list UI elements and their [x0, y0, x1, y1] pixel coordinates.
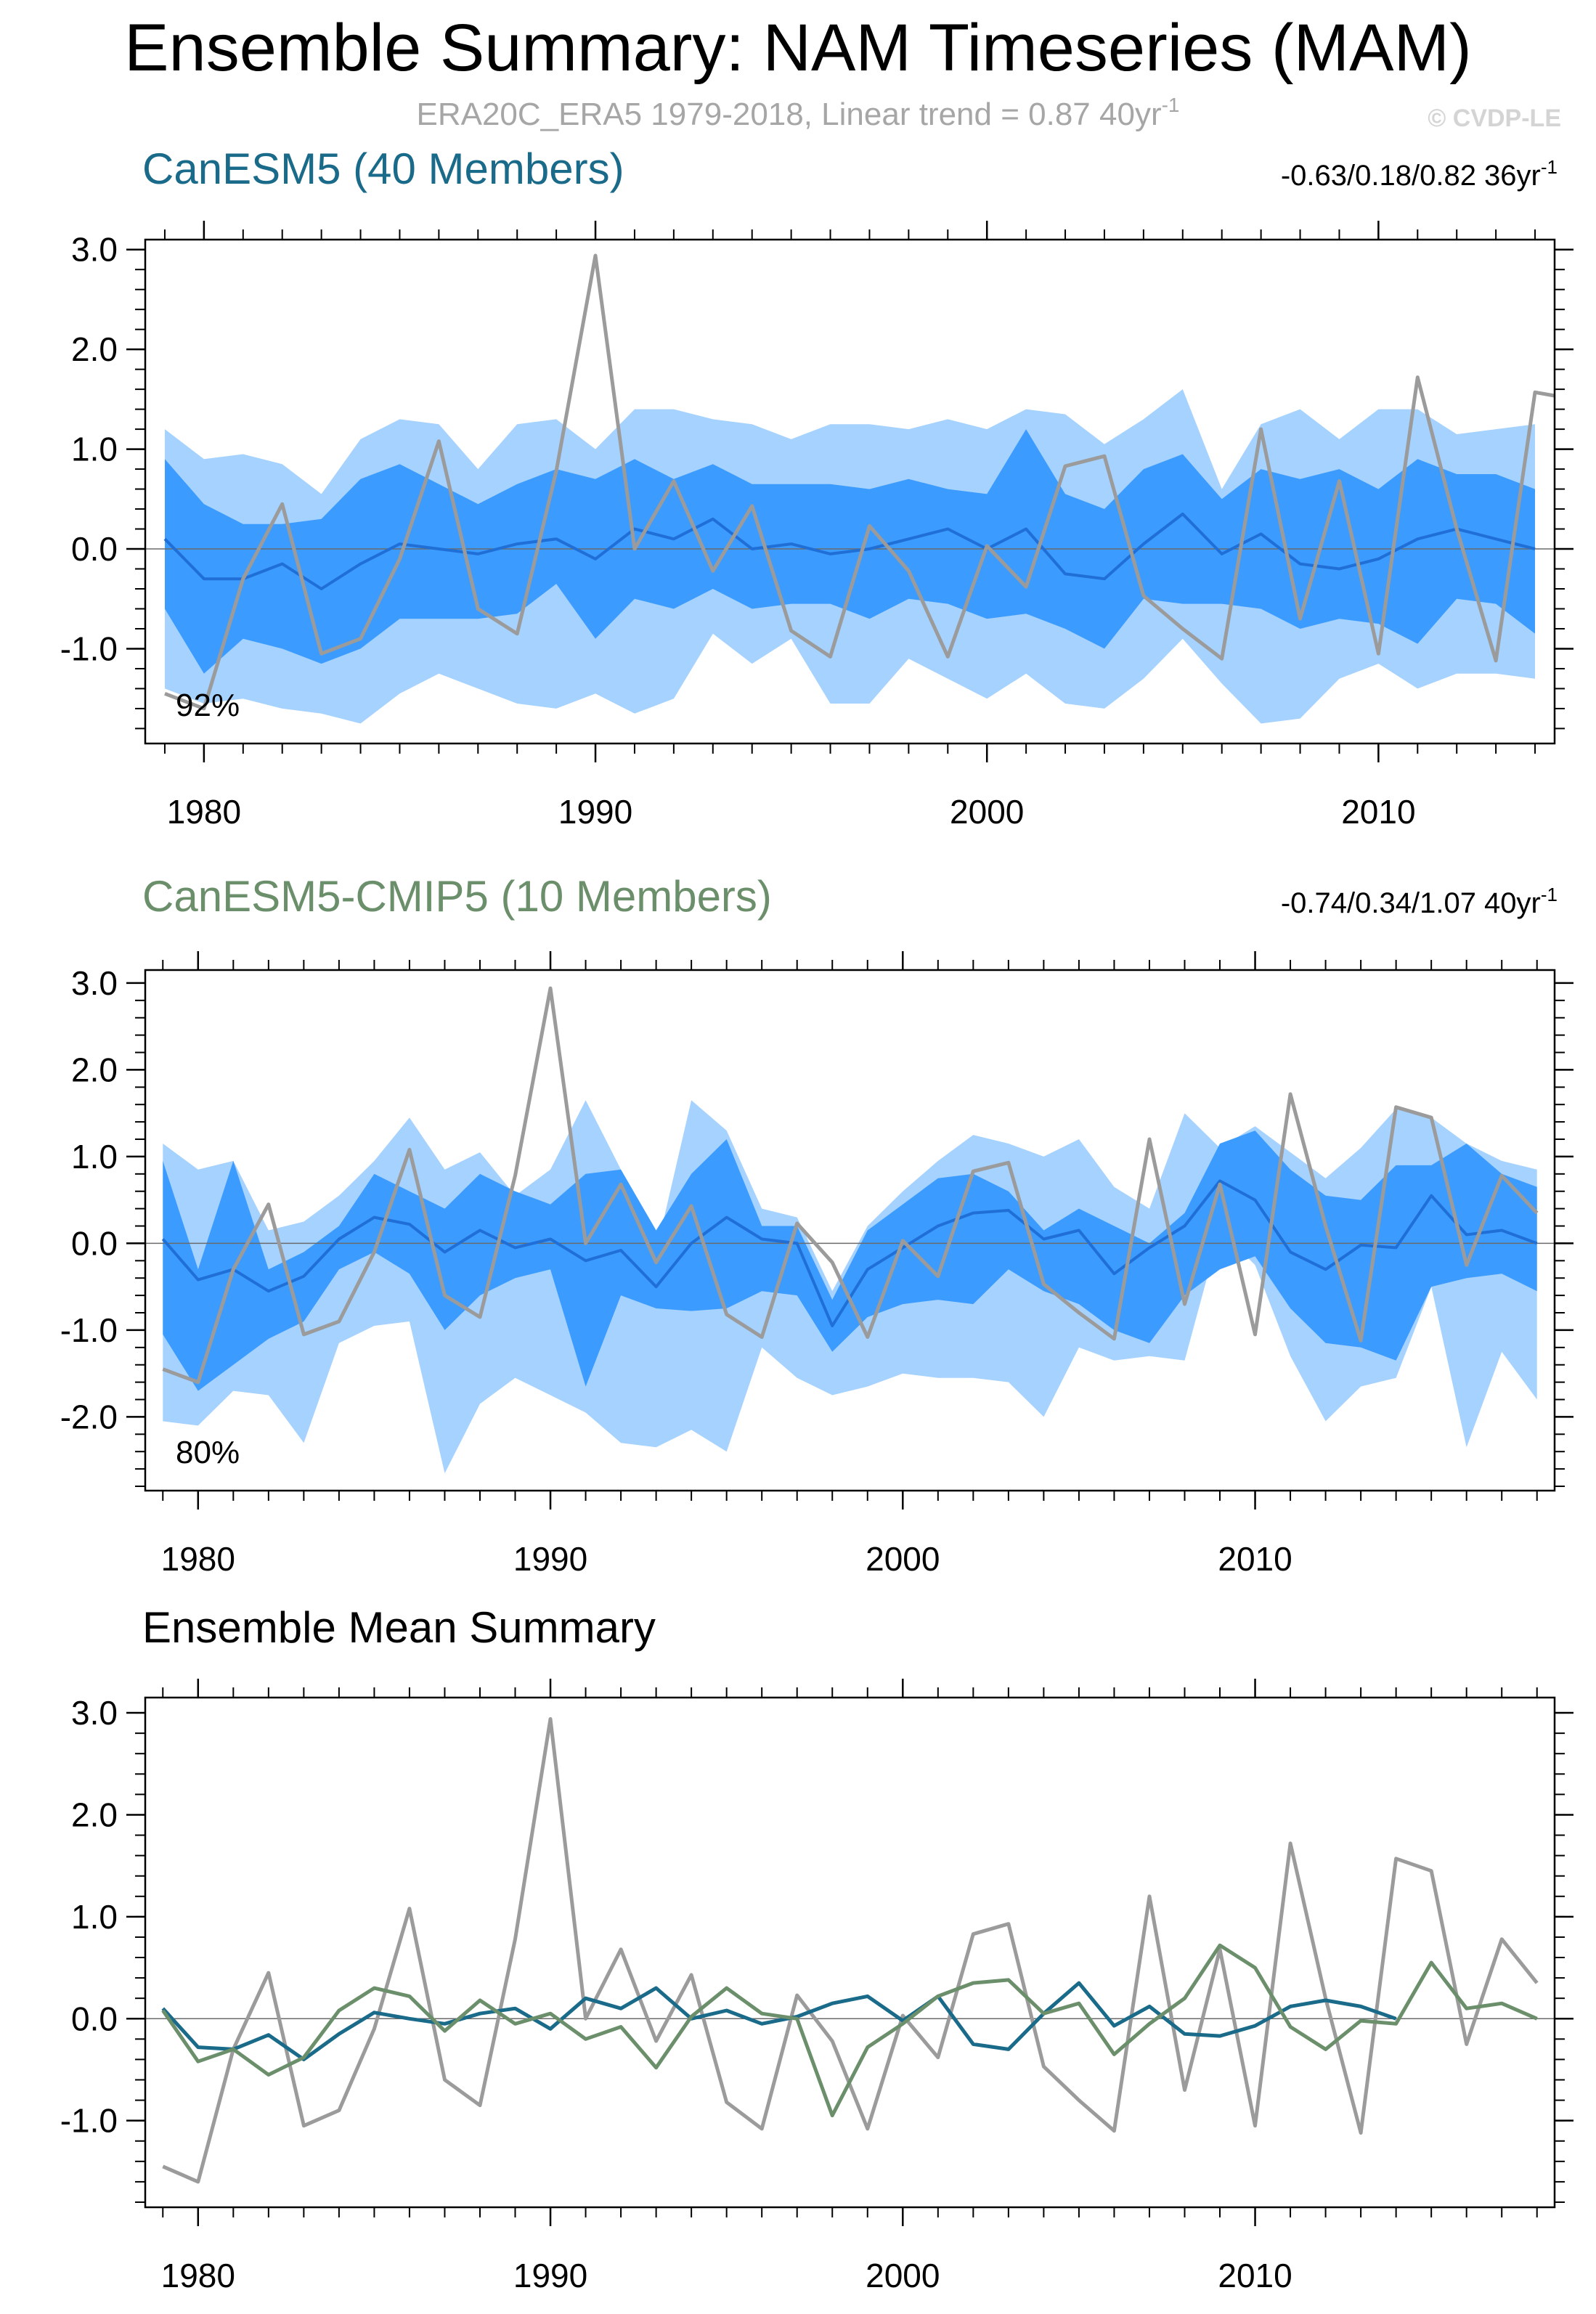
plot-area: [145, 986, 1555, 1474]
subtitle-text: ERA20C_ERA5 1979-2018, Linear trend = 0.…: [416, 97, 1161, 132]
y-tick-label: 3.0: [71, 231, 118, 269]
ensemble-mean-line: [163, 512, 1536, 590]
plot-frame: [144, 1696, 1556, 2209]
chart-panel-1: CanESM5 (40 Members) -0.63/0.18/0.82 36yr…: [60, 144, 1573, 831]
plot-frame: [144, 969, 1556, 1492]
y-tick-label: 3.0: [71, 964, 118, 1002]
panel-title: CanESM5 (40 Members): [142, 144, 624, 193]
panel-title: Ensemble Mean Summary: [142, 1603, 656, 1652]
plot-frame: [144, 238, 1556, 745]
x-tick-label: 1980: [161, 2257, 235, 2294]
x-tick-label: 1990: [558, 793, 632, 831]
figure-title: Ensemble Summary: NAM Timeseries (MAM): [124, 11, 1472, 85]
x-tick-label: 1980: [167, 793, 241, 831]
plot-area: [145, 253, 1555, 724]
y-tick-label: 2.0: [71, 1796, 118, 1833]
plot-area: [145, 1717, 1555, 2184]
x-tick-label: 2000: [866, 1540, 940, 1578]
observations-line: [164, 253, 1555, 711]
y-tick-label: 1.0: [71, 431, 118, 468]
trend-label-superscript: -1: [1541, 156, 1558, 178]
y-tick-label: 3.0: [71, 1694, 118, 1732]
x-tick-label: 2010: [1218, 2257, 1292, 2294]
trend-label-text: -0.63/0.18/0.82 36yr: [1281, 160, 1541, 192]
x-tick-label: 1990: [513, 1540, 587, 1578]
panel-title: CanESM5-CMIP5 (10 Members): [142, 872, 772, 921]
trend-label-superscript: -1: [1541, 884, 1558, 905]
x-tick-label: 2000: [866, 2257, 940, 2294]
subtitle-superscript: -1: [1162, 94, 1180, 116]
chart-panel-2: CanESM5-CMIP5 (10 Members) -0.74/0.34/1.0…: [60, 872, 1573, 1578]
x-tick-label: 1990: [513, 2257, 587, 2294]
y-tick-label: -1.0: [60, 2102, 118, 2140]
series-line-canesm5-cmip5: [161, 1943, 1538, 2118]
x-tick-label: 1980: [161, 1540, 235, 1578]
y-tick-label: 0.0: [71, 1224, 118, 1262]
y-tick-label: 0.0: [71, 2000, 118, 2037]
trend-label-text: -0.74/0.34/1.07 40yr: [1281, 887, 1541, 919]
x-tick-label: 2010: [1218, 1540, 1292, 1578]
trend-label: -0.74/0.34/1.07 40yr-1: [1281, 884, 1558, 919]
percent-label: 80%: [176, 1435, 240, 1470]
trend-label: -0.63/0.18/0.82 36yr-1: [1281, 156, 1558, 192]
figure-subtitle: ERA20C_ERA5 1979-2018, Linear trend = 0.…: [416, 94, 1179, 132]
y-tick-label: -1.0: [60, 1311, 118, 1349]
panels-container: CanESM5 (40 Members) -0.63/0.18/0.82 36yr…: [60, 144, 1573, 2294]
y-tick-label: 1.0: [71, 1138, 118, 1176]
chart-panel-3: Ensemble Mean Summary 3.0 2.0 1.0 0.0 -1.0 198…: [60, 1603, 1573, 2294]
credit-watermark: © CVDP-LE: [1428, 105, 1561, 132]
series-line-era20c-era5: [162, 1717, 1539, 2184]
y-tick-label: -1.0: [60, 630, 118, 667]
y-tick-label: 2.0: [71, 330, 118, 368]
x-tick-label: 2000: [950, 793, 1024, 831]
x-tick-label: 2010: [1341, 793, 1415, 831]
y-tick-label: 2.0: [71, 1051, 118, 1088]
y-tick-label: -2.0: [60, 1398, 118, 1435]
y-tick-label: 0.0: [71, 530, 118, 568]
series-line-canesm5: [161, 1981, 1397, 2061]
y-tick-label: 1.0: [71, 1898, 118, 1936]
percent-label: 92%: [176, 688, 240, 723]
inner-percentile-band: [163, 1130, 1537, 1391]
observations-line: [162, 986, 1539, 1385]
